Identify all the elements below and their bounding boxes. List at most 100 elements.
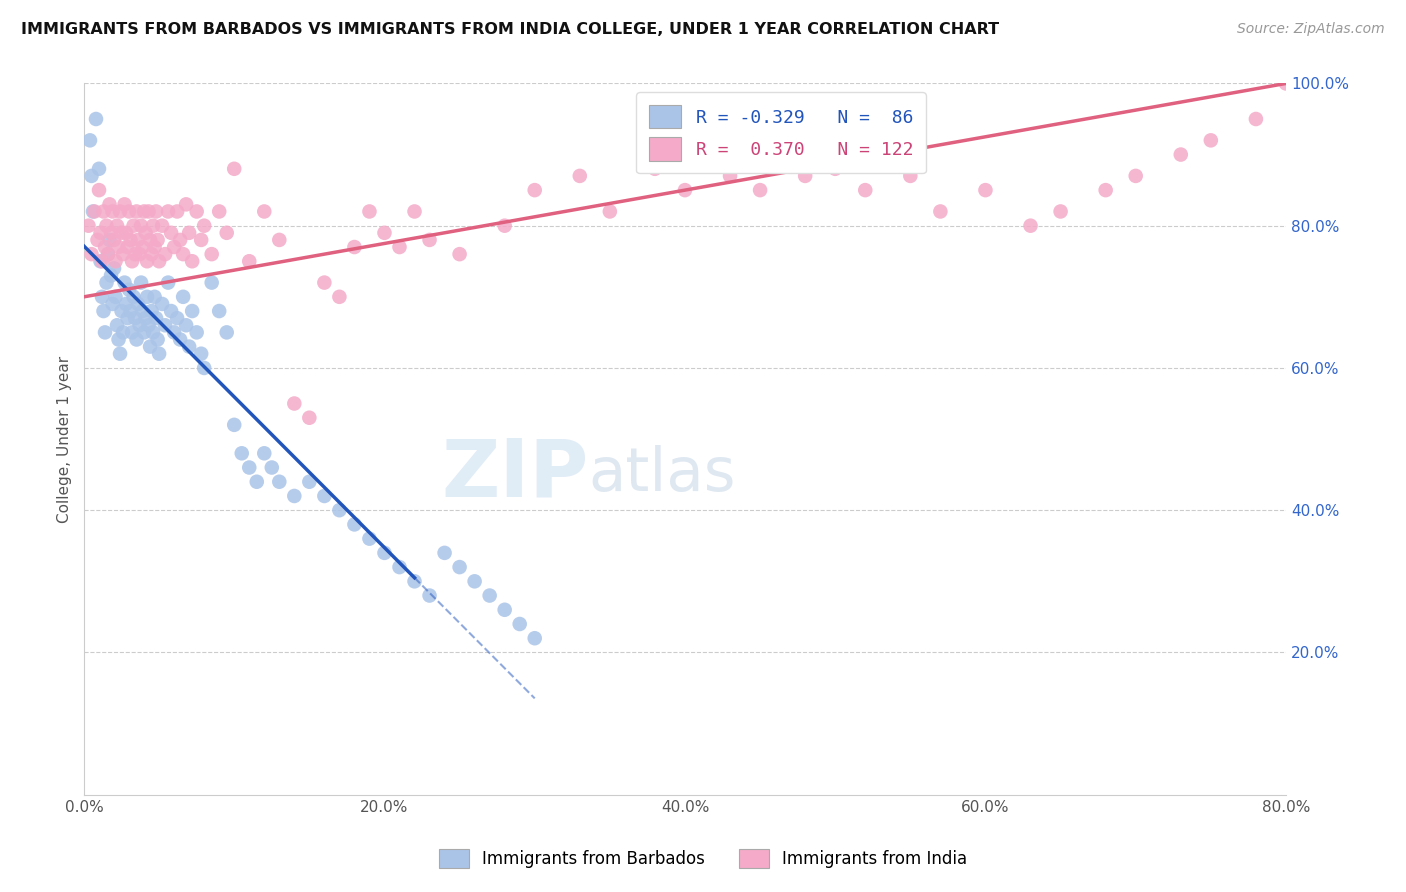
Point: [166, 204, 188, 219]
Point: [103, 233, 125, 247]
Point: [93, 204, 115, 219]
Point: [112, 247, 135, 261]
Point: [143, 290, 166, 304]
Point: [181, 304, 204, 318]
Point: [193, 360, 215, 375]
Point: [718, 169, 741, 183]
Point: [157, 204, 180, 219]
Point: [449, 560, 471, 574]
Point: [117, 311, 139, 326]
Point: [1395, 176, 1406, 190]
Point: [172, 247, 194, 261]
Point: [148, 254, 170, 268]
Point: [143, 240, 166, 254]
Point: [644, 161, 666, 176]
Point: [1350, 190, 1372, 204]
Point: [136, 290, 159, 304]
Point: [179, 340, 201, 354]
Point: [108, 204, 131, 219]
Text: Source: ZipAtlas.com: Source: ZipAtlas.com: [1237, 22, 1385, 37]
Point: [150, 297, 173, 311]
Point: [100, 226, 122, 240]
Point: [132, 204, 155, 219]
Point: [172, 290, 194, 304]
Point: [388, 560, 411, 574]
Point: [174, 197, 197, 211]
Point: [112, 326, 135, 340]
Point: [215, 326, 238, 340]
Point: [1199, 133, 1222, 147]
Point: [105, 219, 128, 233]
Point: [87, 183, 110, 197]
Point: [87, 161, 110, 176]
Point: [101, 204, 124, 219]
Point: [449, 247, 471, 261]
Point: [91, 254, 114, 268]
Point: [135, 226, 157, 240]
Point: [568, 169, 591, 183]
Point: [179, 226, 201, 240]
Point: [108, 347, 131, 361]
Point: [419, 233, 441, 247]
Point: [298, 475, 321, 489]
Point: [138, 204, 160, 219]
Point: [208, 204, 231, 219]
Point: [105, 318, 128, 333]
Point: [107, 240, 129, 254]
Point: [269, 475, 291, 489]
Point: [93, 304, 115, 318]
Point: [153, 247, 176, 261]
Point: [523, 183, 546, 197]
Point: [125, 204, 148, 219]
Point: [139, 340, 162, 354]
Point: [260, 460, 283, 475]
Point: [186, 326, 208, 340]
Point: [181, 254, 204, 268]
Point: [673, 183, 696, 197]
Point: [749, 183, 772, 197]
Point: [373, 546, 395, 560]
Point: [193, 219, 215, 233]
Point: [1244, 112, 1267, 126]
Point: [190, 347, 212, 361]
Point: [104, 290, 127, 304]
Legend: Immigrants from Barbados, Immigrants from India: Immigrants from Barbados, Immigrants fro…: [432, 842, 974, 875]
Point: [314, 489, 336, 503]
Point: [146, 333, 169, 347]
Point: [1275, 77, 1298, 91]
Point: [373, 226, 395, 240]
Point: [82, 204, 104, 219]
Point: [110, 226, 132, 240]
Point: [359, 204, 381, 219]
Point: [94, 240, 117, 254]
Point: [117, 240, 139, 254]
Point: [464, 574, 486, 589]
Point: [101, 297, 124, 311]
Point: [898, 169, 921, 183]
Point: [121, 326, 143, 340]
Point: [80, 247, 103, 261]
Point: [343, 517, 366, 532]
Point: [110, 304, 132, 318]
Point: [132, 326, 155, 340]
Point: [114, 197, 136, 211]
Point: [509, 617, 531, 632]
Point: [224, 417, 246, 432]
Point: [215, 226, 238, 240]
Point: [124, 311, 146, 326]
Point: [104, 254, 127, 268]
Point: [494, 603, 516, 617]
Point: [190, 233, 212, 247]
Point: [169, 333, 191, 347]
Point: [1019, 219, 1042, 233]
Point: [135, 311, 157, 326]
Point: [150, 219, 173, 233]
Point: [174, 318, 197, 333]
Point: [145, 311, 167, 326]
Point: [269, 233, 291, 247]
Point: [404, 574, 426, 589]
Point: [131, 240, 153, 254]
Point: [79, 133, 101, 147]
Point: [91, 290, 114, 304]
Point: [853, 183, 876, 197]
